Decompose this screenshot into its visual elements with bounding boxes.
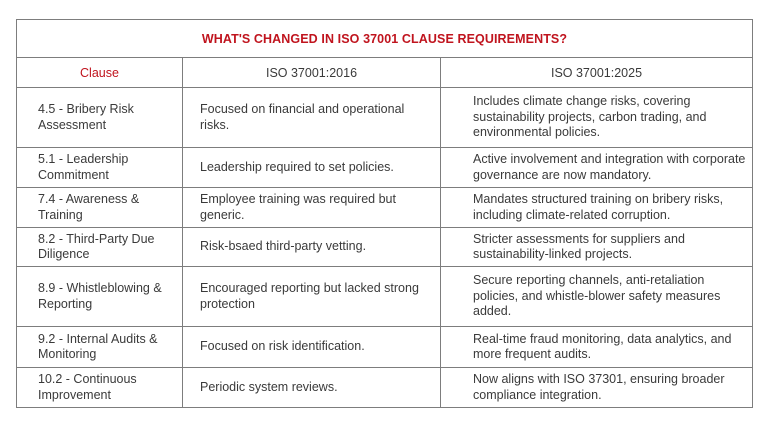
iso2016-cell: Leadership required to set policies. — [182, 147, 441, 188]
table-row: 4.5 - Bribery Risk Assessment Focused on… — [16, 87, 753, 148]
iso2025-cell: Includes climate change risks, covering … — [440, 87, 753, 148]
iso2016-cell: Risk-bsaed third-party vetting. — [182, 227, 441, 267]
clause-cell: 7.4 - Awareness & Training — [16, 187, 183, 228]
column-header-clause: Clause — [16, 57, 183, 88]
clause-cell: 8.2 - Third-Party Due Diligence — [16, 227, 183, 267]
table-row: 5.1 - Leadership Commitment Leadership r… — [16, 147, 753, 188]
table-row: 8.9 - Whistleblowing & Reporting Encoura… — [16, 266, 753, 327]
iso2016-cell: Focused on risk identification. — [182, 326, 441, 368]
table-row: 7.4 - Awareness & Training Employee trai… — [16, 187, 753, 228]
iso2016-cell: Focused on financial and operational ris… — [182, 87, 441, 148]
iso2016-cell: Employee training was required but gener… — [182, 187, 441, 228]
table-row: 10.2 - Continuous Improvement Periodic s… — [16, 367, 753, 408]
column-header-2016: ISO 37001:2016 — [182, 57, 441, 88]
header-row: Clause ISO 37001:2016 ISO 37001:2025 — [16, 57, 753, 88]
table-row: 8.2 - Third-Party Due Diligence Risk-bsa… — [16, 227, 753, 267]
clause-cell: 4.5 - Bribery Risk Assessment — [16, 87, 183, 148]
iso2025-cell: Real-time fraud monitoring, data analyti… — [440, 326, 753, 368]
clause-cell: 9.2 - Internal Audits & Monitoring — [16, 326, 183, 368]
iso2025-cell: Secure reporting channels, anti-retaliat… — [440, 266, 753, 327]
iso2025-cell: Stricter assessments for suppliers and s… — [440, 227, 753, 267]
column-header-2025: ISO 37001:2025 — [440, 57, 753, 88]
iso2016-cell: Periodic system reviews. — [182, 367, 441, 408]
table-row: 9.2 - Internal Audits & Monitoring Focus… — [16, 326, 753, 368]
clause-cell: 8.9 - Whistleblowing & Reporting — [16, 266, 183, 327]
clause-cell: 10.2 - Continuous Improvement — [16, 367, 183, 408]
iso2025-cell: Mandates structured training on bribery … — [440, 187, 753, 228]
iso2025-cell: Now aligns with ISO 37301, ensuring broa… — [440, 367, 753, 408]
table-title: WHAT'S CHANGED IN ISO 37001 CLAUSE REQUI… — [16, 19, 753, 58]
title-row: WHAT'S CHANGED IN ISO 37001 CLAUSE REQUI… — [16, 19, 753, 58]
iso2025-cell: Active involvement and integration with … — [440, 147, 753, 188]
comparison-table: WHAT'S CHANGED IN ISO 37001 CLAUSE REQUI… — [16, 19, 753, 408]
iso2016-cell: Encouraged reporting but lacked strong p… — [182, 266, 441, 327]
clause-cell: 5.1 - Leadership Commitment — [16, 147, 183, 188]
